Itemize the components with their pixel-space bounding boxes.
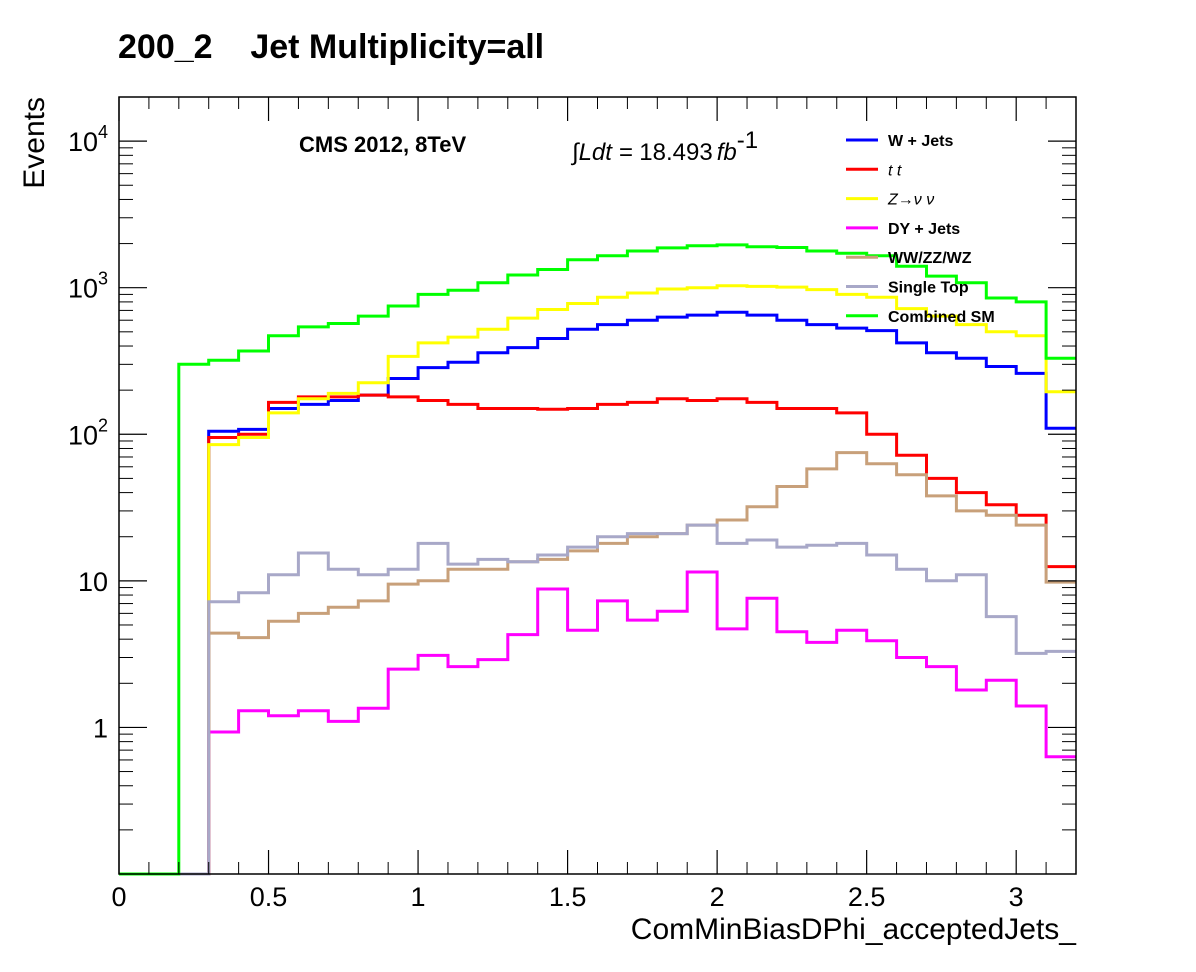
series-line-2 xyxy=(119,284,1076,876)
legend-label-2: Z→ν ν xyxy=(887,192,934,209)
legend-label-6: Combined SM xyxy=(888,309,995,326)
y-tick-label: 102 xyxy=(68,415,108,450)
x-tick-label: 1 xyxy=(411,882,426,912)
series-line-3 xyxy=(119,570,1076,876)
y-tick-label: 10 xyxy=(78,567,108,597)
legend-label-1: t t xyxy=(888,162,902,179)
series-line-4 xyxy=(119,451,1076,876)
lumi-exponent: -1 xyxy=(737,127,758,154)
y-tick-label: 103 xyxy=(68,269,108,304)
y-tick-label: 1 xyxy=(93,713,108,743)
x-tick-label: 3 xyxy=(1009,882,1024,912)
ticks-layer: 0 0.5 1 1.5 2 2.5 3 1 10 102 103 104 xyxy=(68,97,1077,912)
lumi-value: 18.493 xyxy=(639,139,712,166)
chart-title: 200_2 Jet Multiplicity=all xyxy=(118,28,544,66)
series-line-5 xyxy=(119,523,1076,876)
y-tick-label: 104 xyxy=(68,122,108,157)
x-tick-label: 1.5 xyxy=(549,882,587,912)
luminosity-label: ∫Ldt = 18.493 fb-1 xyxy=(570,127,758,166)
legend-label-0: W + Jets xyxy=(888,133,953,150)
lumi-prefix: ∫Ldt = xyxy=(570,139,639,166)
legend-label-3: DY + Jets xyxy=(888,221,960,238)
y-axis-title: Events xyxy=(18,97,51,189)
x-tick-label: 2.5 xyxy=(848,882,886,912)
series-line-6 xyxy=(119,243,1076,876)
legend: W + Jets t t Z→ν ν DY + Jets WW/ZZ/WZ Single … xyxy=(846,133,995,326)
cms-label: CMS 2012, 8TeV xyxy=(299,132,466,157)
lumi-unit: fb xyxy=(717,139,737,166)
legend-label-5: Single Top xyxy=(888,280,969,297)
x-tick-label: 2 xyxy=(710,882,725,912)
legend-label-4: WW/ZZ/WZ xyxy=(888,250,972,267)
series-layer xyxy=(119,243,1076,876)
x-tick-label: 0.5 xyxy=(250,882,288,912)
series-line-0 xyxy=(119,310,1076,876)
x-tick-label: 0 xyxy=(111,882,126,912)
x-axis-title: ComMinBiasDPhi_acceptedJets_ xyxy=(631,913,1078,946)
